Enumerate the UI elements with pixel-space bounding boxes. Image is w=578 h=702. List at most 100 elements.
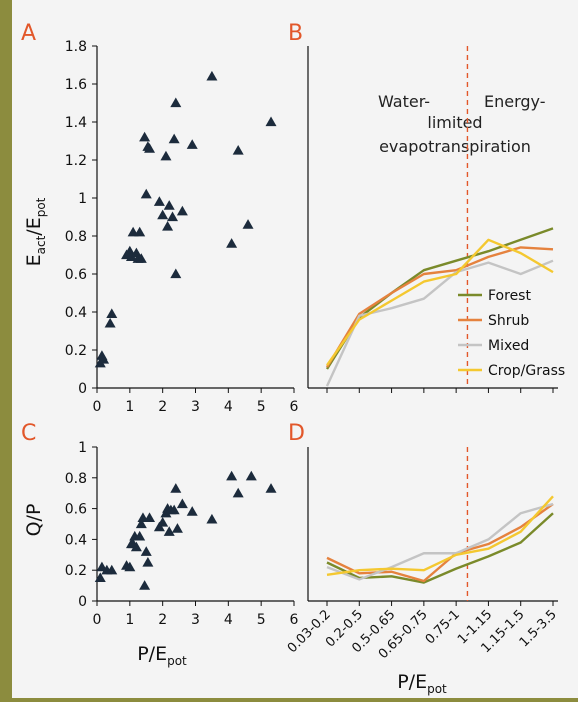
panel-a-point [162,221,174,231]
panel-c-xtick-label: 3 [191,612,200,628]
panel-a-point [206,70,218,81]
panel-a-ytick-label: 1.2 [65,153,87,169]
panel-a-point [124,245,136,256]
xlabel-left-main: P/E [137,643,167,665]
xlabel-left: P/Epot [137,643,187,668]
plots-layer: 0 0.2 0.4 0.6 0.8 1 1.2 1.4 1.6 1.8 0 1 2 3 4 5 6 0 0.2 0.4… [65,39,565,662]
panel-d-series-line [326,503,554,583]
panel-a-ytick-label: 0.8 [65,229,87,245]
panel-a-point [130,247,142,258]
panel-c-xtick-label: 0 [93,612,102,628]
panel-d-series-line [326,502,554,581]
panel-a-point [139,131,151,142]
panel-a-point [170,97,182,108]
annotation-evap: evapotranspiration [379,137,531,156]
figure-svg: A B C D Eact/Epot Q/P P/Epot P/Epot Wate… [21,21,565,696]
panel-a-ytick-label: 1 [78,191,87,207]
annotation-energy: Energy- [484,92,546,111]
panel-c-point [171,523,183,533]
panel-a-xtick-label: 6 [290,399,299,415]
panel-c-point [94,572,106,583]
panel-c-ytick-label: 0.2 [65,563,87,579]
annotation-limited: limited [427,113,482,132]
panel-a-point [242,219,254,229]
panel-a-point [167,211,179,222]
panel-letter-c: C [21,421,36,446]
panel-c-xtick-label: 5 [257,612,266,628]
panel-a-point [144,143,156,153]
panel-d-series-line [326,495,554,577]
panel-c-ytick-label: 0.8 [65,471,87,487]
panel-a-point [168,133,180,144]
panel-c-point [130,541,142,552]
panel-b-series-line [325,246,554,368]
panel-a-point [170,268,182,279]
panel-a-xtick-label: 4 [224,399,233,415]
ylabel-a-part4: pot [34,197,48,217]
panel-c-point [232,487,244,498]
panel-a-ytick-label: 0.2 [65,343,87,359]
panel-c-point [140,546,152,556]
panel-c-point [226,470,238,481]
figure: A B C D Eact/Epot Q/P P/Epot P/Epot Wate… [12,0,578,698]
svg-text:Eact/Epot: Eact/Epot [23,197,48,266]
legend-label: Forest [488,288,531,304]
legend-label: Crop/Grass [488,363,565,379]
panel-letter-d: D [288,421,305,446]
panel-c-ytick-label: 0.6 [65,502,87,518]
panel-a-point [134,226,146,237]
panel-a-ytick-label: 1.4 [65,115,87,131]
panel-a-ytick-label: 1.8 [65,39,87,55]
panel-c-xtick-label: 1 [125,612,134,628]
ylabel-c: Q/P [23,504,45,537]
legend-label: Shrub [488,313,529,329]
panel-c-ytick-label: 0.4 [65,532,87,548]
legend-label: Mixed [488,338,529,354]
xlabel-left-sub: pot [167,654,187,668]
panel-c-point [157,516,169,527]
panel-a-point [135,253,147,263]
xlabel-right: P/Epot [397,671,447,696]
panel-a-xtick-label: 5 [257,399,266,415]
panel-letter-b: B [288,21,303,46]
panel-c-xtick-label: 6 [290,612,299,628]
ylabel-a-part1: E [23,254,45,266]
panel-b-series-line [325,259,554,387]
panel-c-point [106,564,118,575]
panel-c-point [142,557,154,567]
panel-a-point [106,308,118,319]
panel-a-point [98,354,110,364]
panel-c-point [206,513,218,524]
panel-a-point [160,150,172,161]
panel-c-point [144,512,156,522]
panel-c-point [163,526,175,536]
panel-c-ytick-label: 1 [78,440,87,456]
panel-d-xtick-label: 0.75-1 [423,607,463,647]
panel-a-point [140,188,152,199]
xlabel-right-sub: pot [427,682,447,696]
panel-c-point [265,483,277,493]
panel-a-xtick-label: 1 [125,399,134,415]
panel-a-point [176,205,188,216]
panel-a-point [186,139,198,149]
panel-a-point [226,238,238,248]
panel-a-ytick-label: 0.4 [65,305,87,321]
panel-a-ytick-label: 1.6 [65,77,87,93]
ylabel-a-part2: act [34,235,48,254]
panel-a-point [265,116,277,127]
panel-a-ytick-label: 0.6 [65,267,87,283]
panel-a-xtick-label: 0 [93,399,102,415]
panel-a-xtick-label: 2 [158,399,167,415]
panel-c-point [170,483,182,493]
panel-c-point [176,498,188,509]
panel-b-series-line [326,238,554,366]
panel-c-point [168,504,180,515]
panel-a-point [157,209,169,220]
panel-c-point [135,518,147,529]
panel-a-ytick-label: 0 [78,381,87,397]
panel-c-ytick-label: 0 [78,594,87,610]
panel-c-point [134,530,146,541]
panel-c-point [245,470,257,481]
panel-a-xtick-label: 3 [191,399,200,415]
panel-c-point [124,561,136,572]
